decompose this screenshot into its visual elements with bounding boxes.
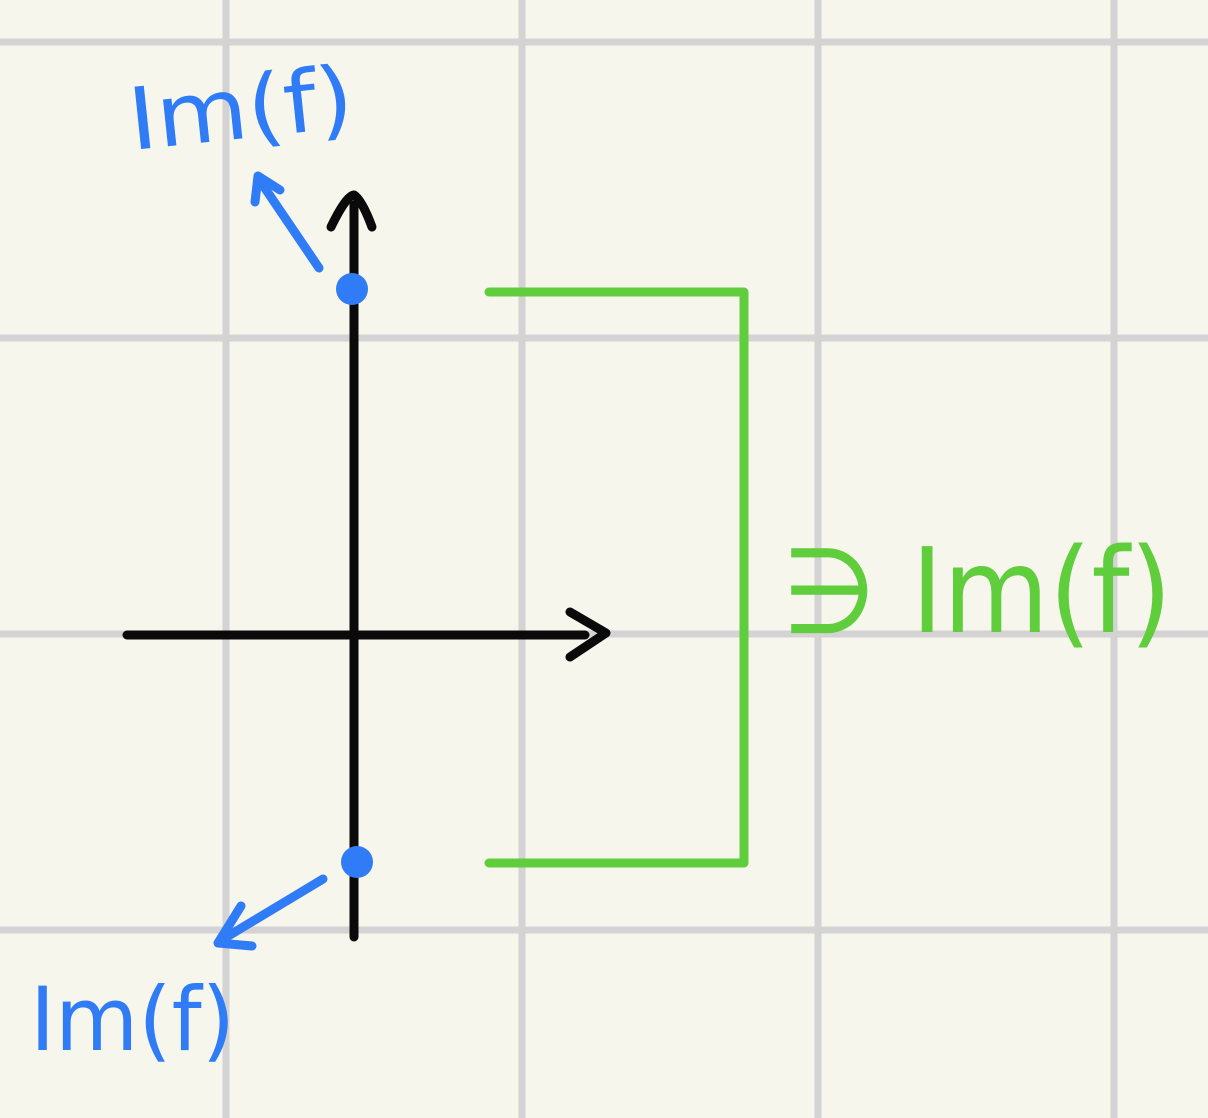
bracket: [484, 287, 749, 868]
top-point-arrow: [253, 173, 324, 273]
horizontal-axis-arrowhead: [565, 607, 611, 662]
point-arrows: [213, 171, 328, 951]
axes: [122, 190, 611, 942]
bottom-point-label: Im(f): [30, 968, 235, 1071]
top-point-label: Im(f): [124, 48, 358, 171]
top-point-arrowhead: [250, 171, 285, 207]
bottom-point-arrow: [215, 874, 328, 946]
bottom-point: [341, 846, 373, 878]
points: [336, 273, 373, 878]
top-point: [336, 273, 368, 305]
bottom-point-arrowhead: [213, 901, 257, 951]
vertical-axis-arrowhead: [326, 190, 377, 232]
bracket-label: ∋ Im(f): [782, 522, 1172, 660]
